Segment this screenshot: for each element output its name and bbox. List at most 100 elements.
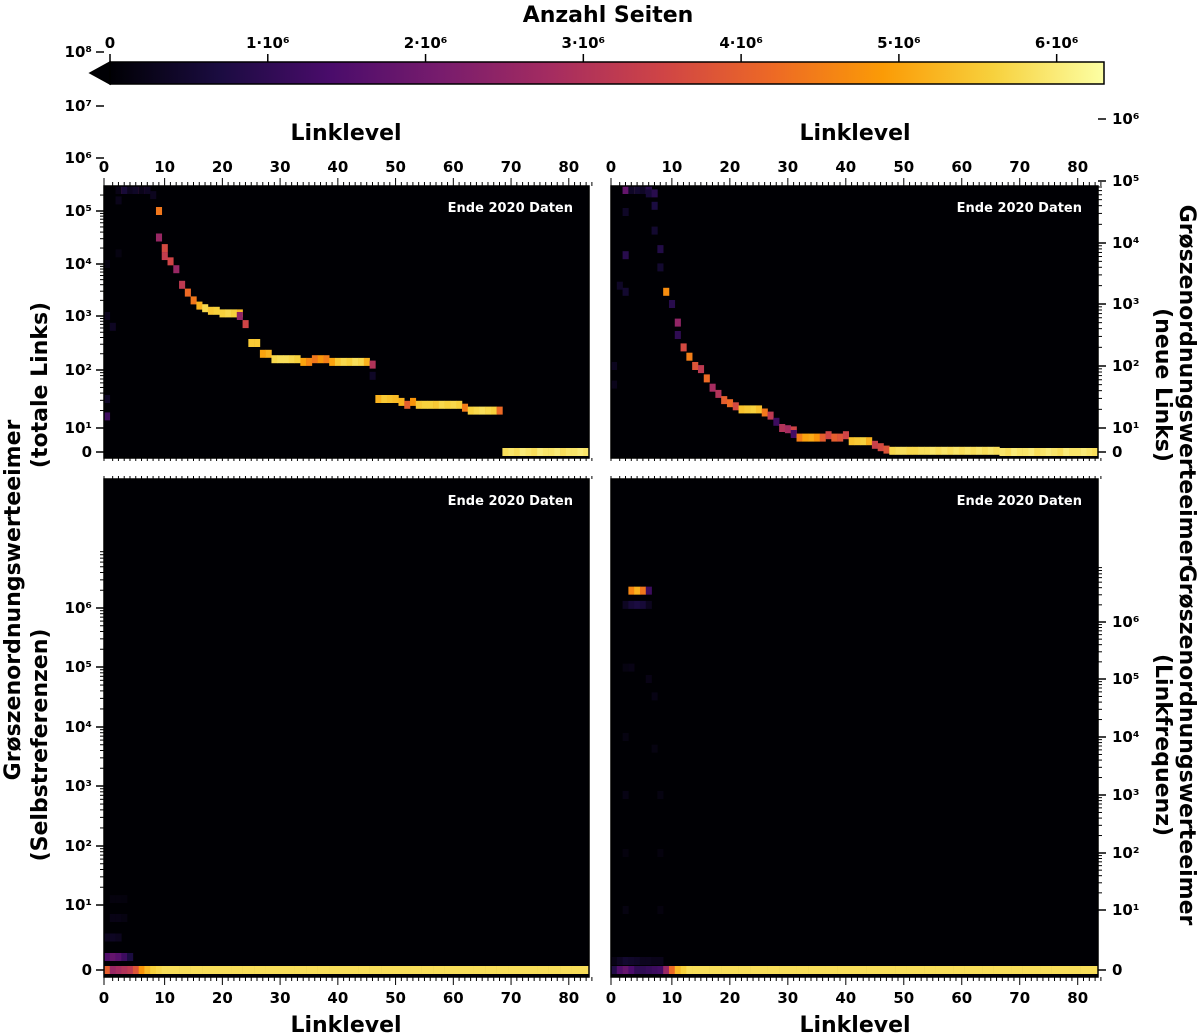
heatmap-cell: [895, 966, 902, 974]
heatmap-cell: [311, 355, 318, 364]
heatmap-cell: [663, 966, 670, 974]
x-tick-label: 40: [835, 158, 856, 176]
heatmap-cell: [398, 397, 405, 406]
heatmap-cell: [410, 397, 417, 406]
heatmap-cell: [645, 957, 652, 965]
heatmap-cell: [236, 312, 243, 320]
heatmap-cell: [381, 395, 388, 403]
heatmap-cell: [1016, 966, 1023, 974]
heatmap-cell: [767, 966, 774, 974]
heatmap-cell: [796, 966, 803, 974]
heatmap-cell: [190, 296, 197, 305]
heatmap-cell: [1057, 448, 1064, 456]
heatmap-cell: [104, 966, 111, 974]
colorbar-title: Anzahl Seiten: [523, 3, 694, 28]
heatmap-cell: [611, 957, 618, 965]
y-tick-label: 10⁶: [1112, 613, 1139, 631]
heatmap-cell: [213, 966, 220, 974]
heatmap-cell: [790, 966, 797, 974]
heatmap-cell: [802, 966, 809, 974]
colorbar-tick-label: 4·10⁶: [719, 34, 763, 52]
heatmap-cell: [622, 733, 629, 741]
heatmap-cell: [651, 226, 658, 235]
y-tick-label: 10⁷: [65, 97, 92, 115]
heatmap-cell: [686, 352, 693, 361]
y-tick-label: 0: [82, 961, 92, 979]
heatmap-cell: [294, 966, 301, 974]
heatmap-cell: [889, 446, 896, 455]
y-axis: 0 10¹ 10² 10³ 10⁴ 10⁵ 10⁶ 10⁷ 10⁸: [65, 43, 104, 461]
y-tick-label: 10¹: [1112, 419, 1139, 437]
heatmap-cell: [115, 914, 122, 922]
heatmap-cell: [473, 406, 480, 415]
x-tick-label: 30: [777, 989, 798, 1007]
heatmap-cell: [628, 586, 635, 595]
x-axis: 0 10 20 30 40 50 60 70 80: [99, 476, 593, 1007]
heatmap-cell: [340, 966, 347, 974]
y-tick-label: 10⁶: [1112, 110, 1139, 128]
heatmap-cell: [1011, 966, 1018, 974]
heatmap-cell: [196, 301, 203, 310]
heatmap-cell: [179, 966, 186, 974]
heatmap-cell: [433, 400, 440, 409]
heatmap-cell: [531, 966, 538, 974]
heatmap-cell: [842, 431, 850, 440]
heatmap-cell: [525, 448, 532, 456]
heatmap-cell: [634, 600, 641, 609]
heatmap-cell: [663, 287, 670, 296]
heatmap-cell: [508, 448, 515, 456]
heatmap-cell: [953, 446, 960, 455]
y-tick-label: 10⁴: [65, 718, 92, 736]
x-tick-label: 0: [606, 158, 616, 176]
heatmap-cell: [906, 446, 913, 455]
heatmap-cell: [340, 357, 347, 366]
heatmap-cell: [537, 448, 544, 456]
heatmap-cell: [271, 966, 278, 974]
heatmap-cell: [456, 966, 463, 974]
heatmap-cell: [871, 440, 878, 449]
heatmap-cell: [697, 365, 705, 374]
x-tick-label: 50: [385, 158, 406, 176]
heatmap-cell: [773, 966, 780, 974]
heatmap-cell: [421, 966, 428, 974]
top-left-xaxis-title: Linklevel: [290, 121, 401, 146]
x-axis: 0 10 20 30 40 50 60 70 80: [99, 158, 593, 461]
heatmap-cell: [323, 355, 330, 364]
heatmap-cell: [577, 966, 584, 974]
heatmap-cell: [744, 966, 751, 974]
heatmap-cell: [999, 966, 1006, 974]
heatmap-cell: [531, 448, 538, 456]
heatmap-cell: [502, 966, 509, 974]
heatmap-cell: [639, 600, 647, 609]
heatmap-cell: [645, 189, 652, 198]
heatmap-cell: [300, 966, 307, 974]
x-tick-label: 40: [327, 989, 348, 1007]
heatmap-cell: [1016, 448, 1023, 456]
panel-background: [104, 479, 589, 977]
heatmap-cell: [508, 966, 515, 974]
heatmap-cell: [415, 966, 422, 974]
heatmap-cell: [369, 371, 376, 380]
heatmap-cell: [929, 966, 936, 974]
heatmap-cell: [779, 966, 786, 974]
heatmap-cell: [622, 600, 629, 609]
heatmap-cell: [311, 966, 318, 974]
heatmap-cell: [358, 966, 365, 974]
heatmap-cell: [155, 233, 163, 242]
heatmap-cell: [461, 403, 469, 412]
heatmap-cell: [317, 966, 324, 974]
heatmap-cell: [860, 437, 867, 446]
x-tick-label: 0: [99, 989, 109, 1007]
heatmap-cell: [236, 966, 243, 974]
heatmap-cell: [207, 306, 215, 315]
heatmap-cell: [490, 966, 497, 974]
heatmap-cell: [813, 433, 821, 442]
heatmap-cell: [583, 966, 590, 974]
heatmap-cell: [173, 966, 180, 974]
heatmap-cell: [918, 446, 925, 455]
heatmap-cell: [427, 966, 434, 974]
y-tick-label: 10⁶: [65, 599, 92, 617]
heatmap-cell: [132, 186, 139, 194]
heatmap-cell: [1086, 448, 1093, 456]
heatmap-cell: [150, 191, 157, 200]
